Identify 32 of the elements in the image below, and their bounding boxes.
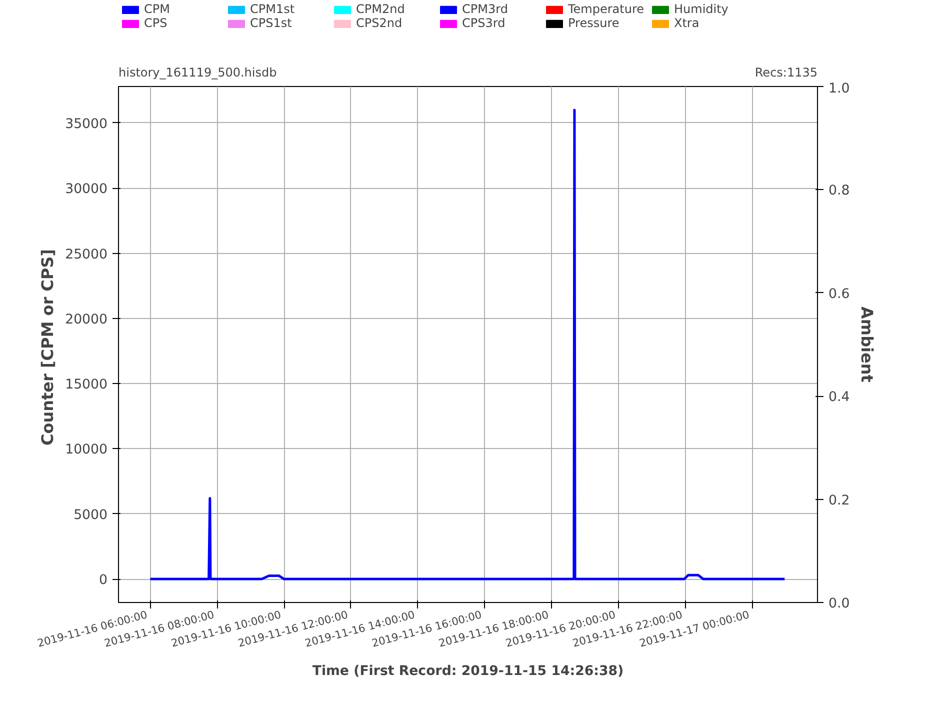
legend-label: CPS bbox=[144, 16, 168, 30]
legend-label: CPS3rd bbox=[462, 16, 506, 30]
legend-label: Xtra bbox=[674, 16, 700, 30]
y2-tick-label: 1.0 bbox=[828, 82, 850, 96]
y2-tick-label: 0.4 bbox=[828, 390, 850, 406]
y2-tick-label: 0.8 bbox=[828, 184, 850, 199]
legend-label: Pressure bbox=[568, 16, 620, 30]
y-tick-label: 15000 bbox=[65, 378, 108, 393]
legend-label: CPM1st bbox=[250, 2, 296, 16]
y-tick-label: 5000 bbox=[74, 508, 108, 523]
legend-label: CPM3rd bbox=[462, 2, 509, 16]
y-tick-label: 25000 bbox=[65, 247, 108, 262]
y2-axis-title: Ambient bbox=[858, 306, 877, 383]
chart-title: history_161119_500.hisdb bbox=[118, 66, 277, 80]
legend-label: Temperature bbox=[568, 2, 646, 16]
x-axis-title: Time (First Record: 2019-11-15 14:26:38) bbox=[312, 664, 624, 680]
y2-tick-label: 0.6 bbox=[828, 286, 850, 302]
legend-label: CPM2nd bbox=[356, 2, 406, 16]
y2-tick-label: 0.2 bbox=[828, 493, 850, 508]
legend-label: CPS2nd bbox=[356, 16, 404, 30]
y-tick-label: 35000 bbox=[65, 116, 108, 132]
y-tick-label: 30000 bbox=[65, 182, 108, 198]
legend-label: CPM bbox=[144, 2, 171, 16]
y-tick-label: 0 bbox=[99, 573, 108, 588]
y-tick-label: 20000 bbox=[65, 312, 108, 328]
y-axis-title: Counter [CPM or CPS] bbox=[38, 249, 58, 446]
legend-label: Humidity bbox=[674, 2, 730, 16]
y-tick-label: 10000 bbox=[65, 442, 108, 458]
line-series bbox=[149, 108, 786, 580]
legend-label: CPS1st bbox=[250, 16, 293, 30]
text: Recs:1135 bbox=[754, 66, 818, 80]
y2-tick-label: 0.0 bbox=[828, 596, 850, 612]
